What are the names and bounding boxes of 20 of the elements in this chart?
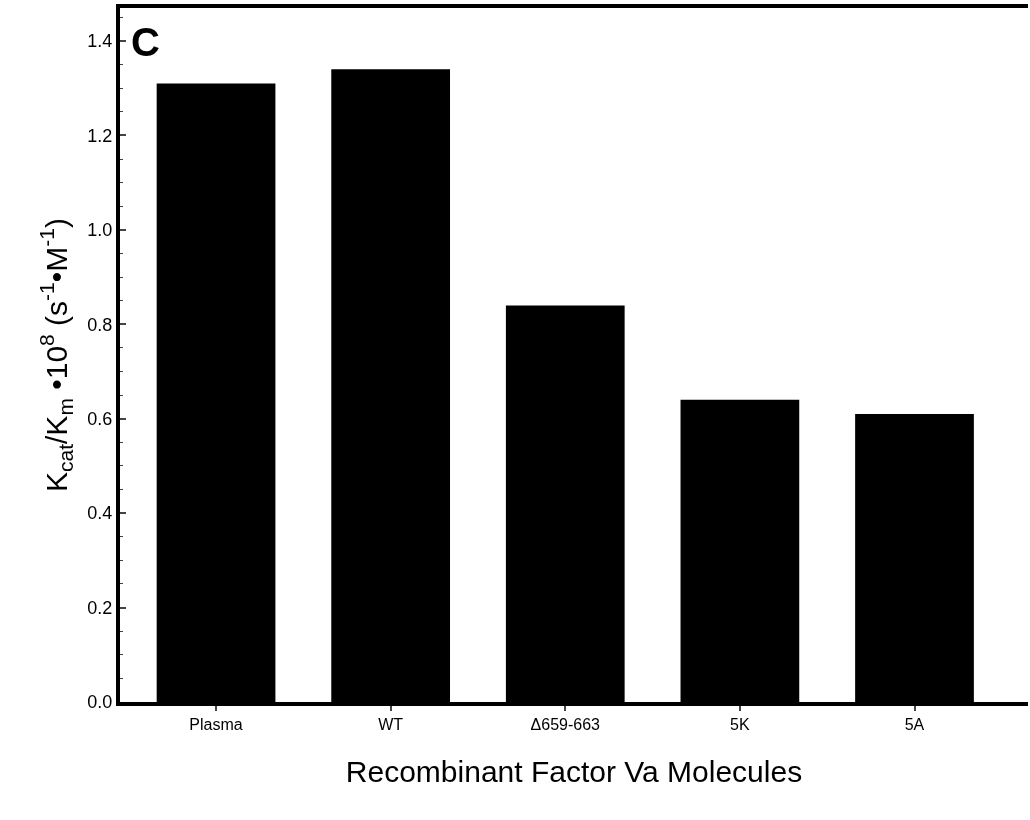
y-tick-label: 1.4 [87,31,113,52]
y-tick-label: 0.0 [87,692,113,713]
x-tick-label: Δ659-663 [530,716,601,734]
y-tick-label: 0.8 [87,314,113,335]
y-tick-label: 0.4 [87,503,113,524]
annotation: C [131,20,160,64]
x-tick-label: Plasma [189,716,243,734]
y-tick-label: 1.0 [87,220,113,241]
x-tick-label: 5K [730,716,750,734]
bar [331,69,451,702]
x-tick-label: 5A [904,716,925,734]
bar [505,305,625,702]
bar [156,83,276,702]
x-tick-label: WT [378,716,404,734]
bar [680,399,800,702]
bar [855,414,974,702]
y-tick-label: 1.2 [87,125,113,146]
y-tick-label: 0.6 [87,409,113,430]
y-tick-label: 0.2 [87,597,113,618]
x-axis-title: Recombinant Factor Va Molecules [345,755,803,789]
